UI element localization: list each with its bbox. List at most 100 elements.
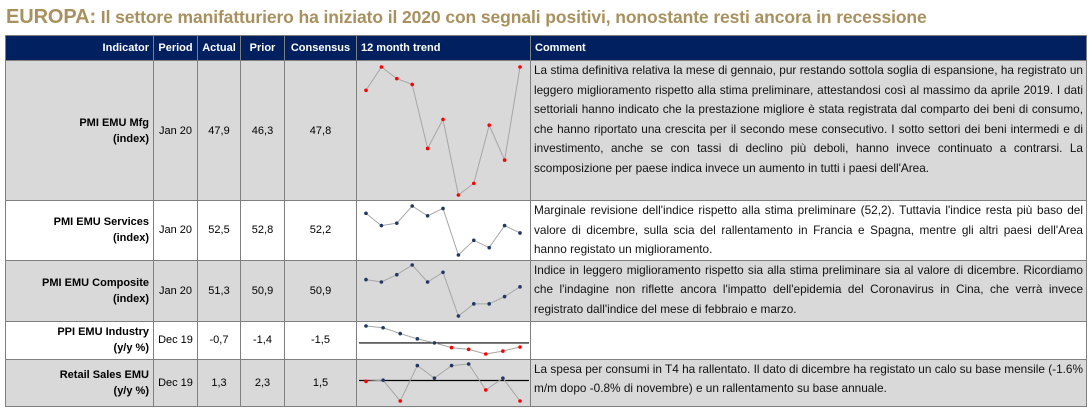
indicator-unit: (index) (112, 292, 149, 305)
trend-point (432, 341, 437, 345)
trend-point (502, 157, 507, 162)
period-cell: Dec 19 (153, 320, 198, 360)
header-actual: Actual (197, 35, 241, 61)
trend-line (365, 65, 521, 196)
comment-cell (530, 320, 1087, 360)
trend-point (487, 245, 491, 250)
trend-point (472, 302, 476, 306)
trend-cell (356, 320, 531, 360)
trend-point (518, 345, 522, 349)
table-row: PPI EMU Industry (y/y %) Dec 19 -0,7 -1,4… (5, 320, 1087, 360)
table-row: Retail Sales EMU (y/y %) Dec 19 1,3 2,3 1… (5, 358, 1087, 407)
trend-point (449, 363, 454, 368)
trend-point (381, 325, 385, 330)
trend-point (441, 270, 445, 275)
prior-cell: 50,9 (240, 259, 285, 322)
table-row: PMI EMU Mfg (index) Jan 20 47,9 46,3 47,8… (5, 60, 1087, 201)
trend-point (364, 211, 368, 215)
trend-point (415, 363, 420, 368)
indicator-unit: (y/y %) (113, 342, 149, 354)
consensus-cell: 1,5 (284, 358, 357, 407)
indicator-unit: (y/y %) (113, 384, 149, 397)
sparkline (364, 203, 522, 257)
trend-point (379, 64, 384, 69)
trend-point (441, 117, 445, 121)
consensus-cell: -1,5 (284, 320, 357, 360)
trend-point (432, 376, 437, 380)
indicator-name: PMI EMU Services (53, 216, 149, 229)
indicator-unit: (index) (112, 132, 149, 145)
trend-point (456, 252, 461, 257)
table-row: PMI EMU Services (index) Jan 20 52,5 52,8… (5, 200, 1087, 261)
comment-cell: La spesa per consumi in T4 ha rallentato… (530, 358, 1087, 407)
indicator-name: PMI EMU Mfg (79, 116, 149, 129)
indicator-cell: PMI EMU Composite (index) (5, 259, 154, 322)
indicator-name: PPI EMU Industry (57, 326, 149, 338)
trend-point (518, 399, 522, 403)
indicator-name: PMI EMU Composite (42, 276, 149, 289)
title-lead: EUROPA: (6, 6, 97, 28)
comment-cell: Marginale revisione dell'indice rispetto… (530, 200, 1087, 261)
comment-cell: Indice in leggero miglioramento rispetto… (530, 259, 1087, 322)
trend-point (395, 272, 399, 277)
period-cell: Dec 19 (153, 358, 198, 407)
comment-cell: La stima definitiva relativa la mese di … (530, 60, 1087, 201)
trend-point (364, 379, 368, 384)
sparkline (364, 64, 522, 197)
actual-cell: 1,3 (197, 358, 241, 407)
indicator-cell: Retail Sales EMU (y/y %) (5, 358, 154, 407)
actual-cell: 52,5 (197, 200, 241, 261)
actual-cell: 51,3 (197, 259, 241, 322)
header-consensus: Consensus (284, 35, 357, 61)
trend-cell (356, 259, 531, 322)
trend-point (364, 324, 368, 328)
trend-line (365, 325, 521, 355)
trend-point (472, 238, 476, 242)
trend-point (398, 331, 403, 336)
trend-point (379, 223, 384, 228)
trend-point (501, 376, 505, 380)
trend-point (456, 314, 461, 318)
header-prior: Prior (240, 35, 285, 61)
indicators-table: Indicator Period Actual Prior Consensus … (5, 35, 1087, 407)
trend-point (381, 378, 385, 382)
page-title: EUROPA: Il settore manifatturiero ha ini… (6, 6, 927, 29)
header-period: Period (153, 35, 198, 61)
trend-point (410, 82, 414, 86)
indicator-name: Retail Sales EMU (59, 368, 149, 381)
trend-cell (356, 358, 531, 407)
trend-point (449, 345, 454, 350)
trend-point (472, 181, 476, 185)
trend-point (456, 192, 461, 197)
trend-point (395, 221, 399, 225)
trend-point (425, 280, 430, 284)
sparkline (359, 362, 529, 403)
trend-point (502, 223, 507, 228)
trend-point (466, 362, 471, 366)
prior-cell: 52,8 (240, 200, 285, 261)
consensus-cell: 52,2 (284, 200, 357, 261)
trend-point (364, 277, 368, 282)
header-indicator: Indicator (5, 35, 154, 61)
trend-cell (356, 60, 531, 201)
prior-cell: 2,3 (240, 358, 285, 407)
prior-cell: -1,4 (240, 320, 285, 360)
prior-cell: 46,3 (240, 60, 285, 201)
sparkline (359, 324, 529, 356)
trend-line (365, 363, 521, 402)
trend-point (425, 213, 430, 218)
trend-cell (356, 200, 531, 261)
trend-point (487, 302, 491, 306)
trend-point (518, 64, 522, 69)
title-text: Il settore manifatturiero ha iniziato il… (96, 7, 927, 27)
trend-point (379, 280, 384, 284)
table-header: Indicator Period Actual Prior Consensus … (5, 35, 1087, 61)
header-comment: Comment (530, 35, 1087, 61)
indicator-cell: PPI EMU Industry (y/y %) (5, 320, 154, 360)
table-row: PMI EMU Composite (index) Jan 20 51,3 50,… (5, 259, 1087, 322)
consensus-cell: 47,8 (284, 60, 357, 201)
indicator-cell: PMI EMU Mfg (index) (5, 60, 154, 201)
trend-point (487, 122, 491, 127)
indicator-cell: PMI EMU Services (index) (5, 200, 154, 261)
period-cell: Jan 20 (153, 60, 198, 201)
